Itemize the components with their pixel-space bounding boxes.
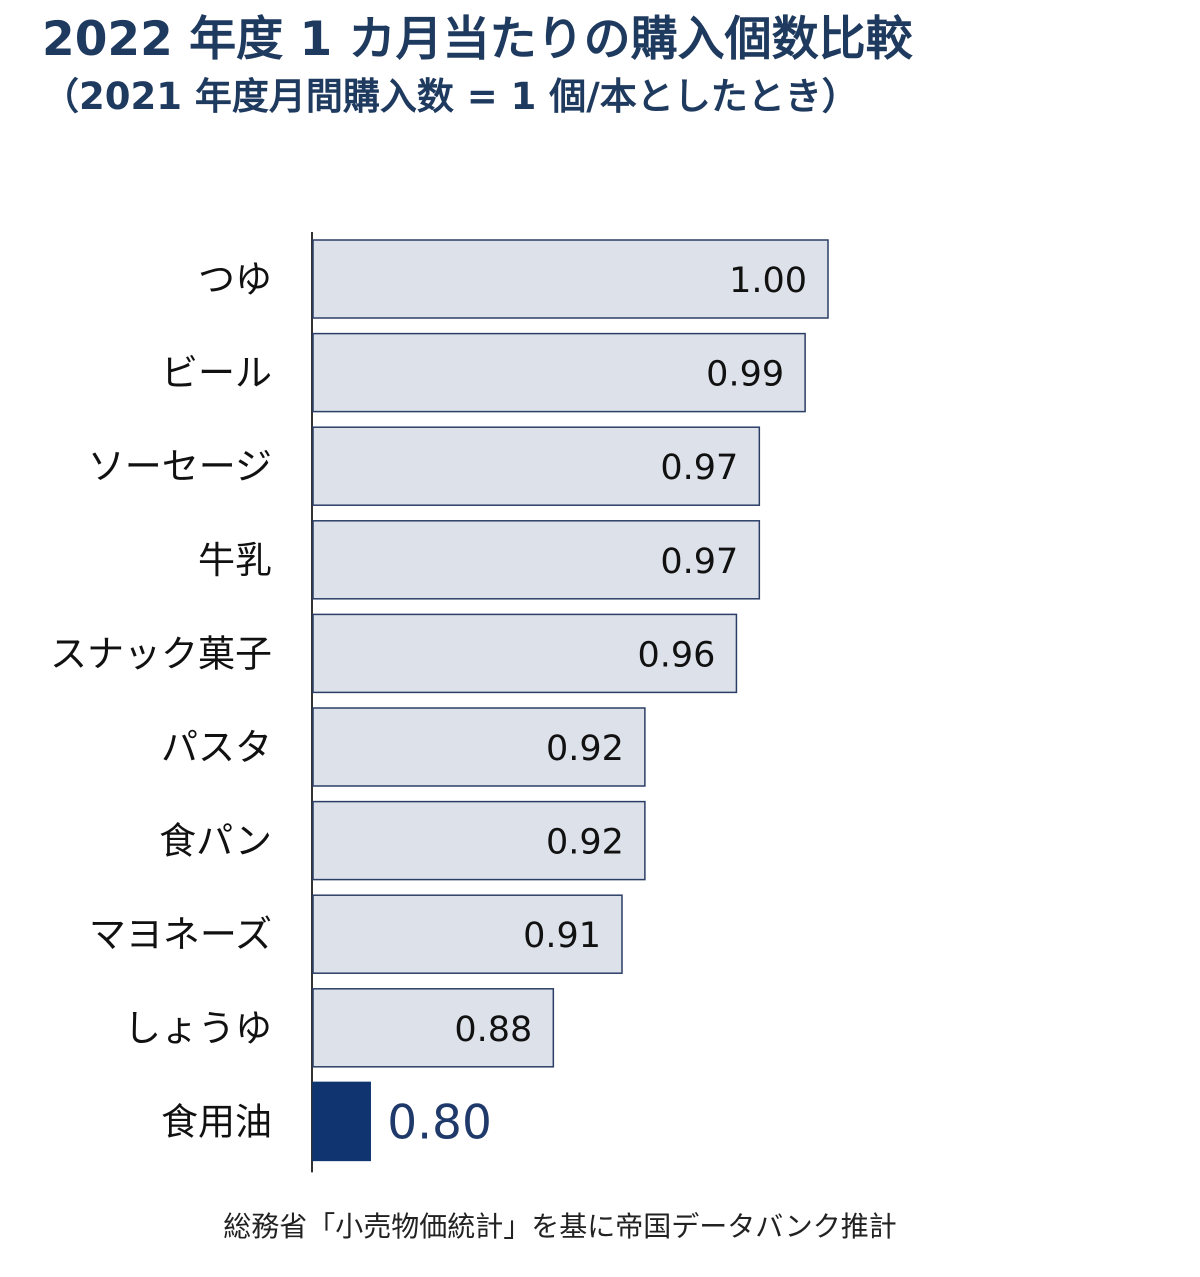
value-label: 1.00 xyxy=(729,261,807,301)
value-label: 0.96 xyxy=(638,635,716,675)
value-label: 0.80 xyxy=(387,1095,492,1150)
bar xyxy=(312,613,738,694)
category-label: 食パン xyxy=(159,820,272,863)
category-label: 牛乳 xyxy=(198,539,272,582)
category-label: ソーセージ xyxy=(88,445,272,488)
bar xyxy=(312,800,646,881)
category-label: しょうゆ xyxy=(124,1007,272,1050)
chart-title: 2022 年度 1 カ月当たりの購入個数比較 xyxy=(42,12,913,67)
category-label: パスタ xyxy=(161,726,272,769)
bar xyxy=(312,707,646,787)
value-label: 0.97 xyxy=(660,448,738,488)
category-label: つゆ xyxy=(198,258,272,301)
category-label: マヨネーズ xyxy=(89,913,272,956)
value-label: 0.91 xyxy=(523,916,601,956)
bar xyxy=(312,239,829,319)
value-label: 0.92 xyxy=(546,729,624,769)
bar xyxy=(312,426,761,506)
category-label: スナック菓子 xyxy=(50,632,272,675)
value-label: 0.92 xyxy=(546,823,624,863)
chart-subtitle: （2021 年度月間購入数 = 1 個/本としたとき） xyxy=(42,75,859,118)
category-label: 食用油 xyxy=(161,1100,272,1143)
bar-highlight xyxy=(312,1081,371,1162)
value-label: 0.88 xyxy=(454,1010,532,1050)
category-label: ビール xyxy=(161,352,272,395)
bar xyxy=(312,520,761,600)
value-label: 0.99 xyxy=(706,355,784,395)
bar xyxy=(312,988,555,1068)
source-note: 総務省「小売物価統計」を基に帝国データバンク推計 xyxy=(223,1210,897,1243)
value-label: 0.97 xyxy=(660,542,738,582)
bar xyxy=(312,894,623,974)
bar xyxy=(312,332,806,413)
